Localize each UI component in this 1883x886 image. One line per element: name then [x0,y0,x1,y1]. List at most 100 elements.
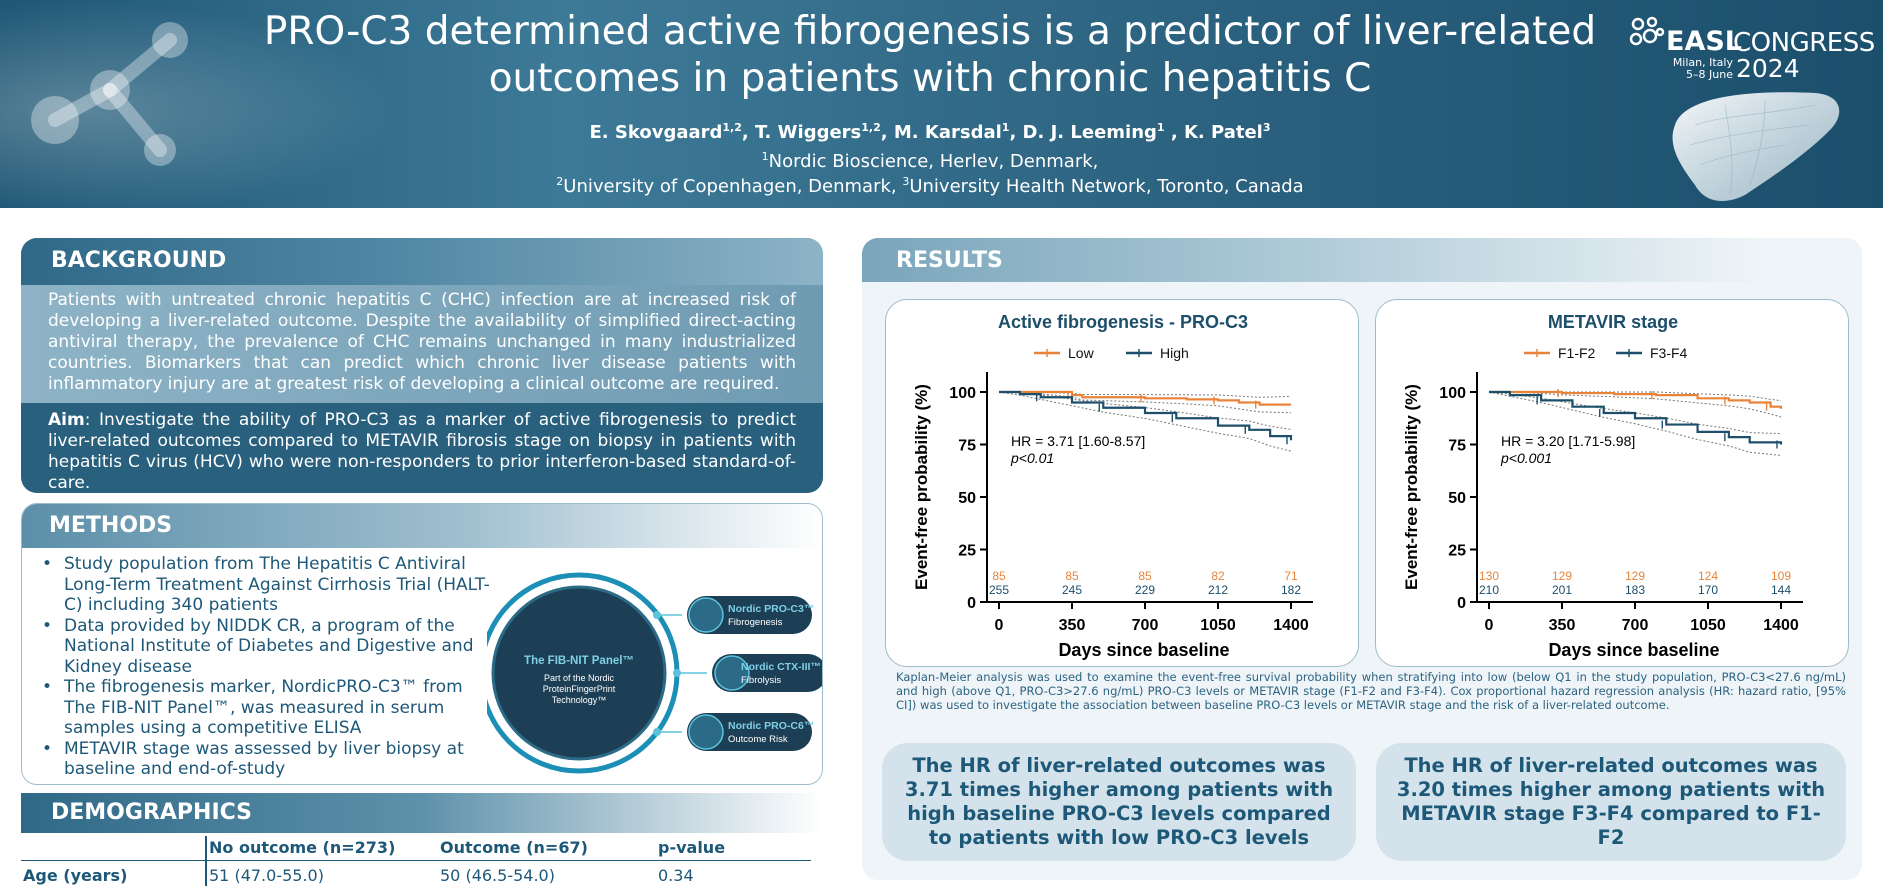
ci-band-upper [1488,391,1782,435]
y-tick-label: 50 [958,490,976,507]
legend-label: Low [1068,345,1095,361]
panel-subtitle-line: ProteinFingerPrint [543,684,616,694]
y-tick-label: 25 [958,543,976,560]
x-tick-label: 700 [1622,617,1649,634]
marker-name: Nordic CTX-III™ [741,661,821,673]
ci-band-lower [1488,391,1782,418]
km-curve [1489,390,1783,409]
ci-band-lower [998,391,1292,414]
marker-desc: Outcome Risk [728,734,788,745]
panel-subtitle-line: Part of the Nordic [544,673,615,683]
km-curve [1489,390,1783,445]
x-axis-label: Days since baseline [1548,640,1719,660]
x-tick-label: 350 [1059,617,1086,634]
at-risk-count: 212 [1208,583,1228,597]
aim-body: : Investigate the ability of PRO-C3 as a… [48,410,796,493]
km-chart-metavir: METAVIR stage F1-F2 F3-F4 0 25 50 75 100 0 350 700… [1375,299,1849,667]
methods-bullet: The fibrogenesis marker, NordicPRO-C3™ f… [38,677,498,739]
legend-label: High [1160,345,1189,361]
at-risk-count: 124 [1698,569,1718,583]
aim-band [21,403,823,493]
easl-year: 2024 [1736,54,1800,83]
author-separator: , [1164,122,1184,143]
y-tick-label: 25 [1448,543,1466,560]
author-separator: , [880,122,894,143]
outcome-risk-icon [688,714,724,750]
x-tick-label: 0 [1485,617,1494,634]
demographics-title-band: DEMOGRAPHICS [21,793,823,833]
p-value-annotation: p<0.001 [1500,450,1552,466]
author-name: M. Karsdal [893,122,1002,143]
author-affiliation-sup: 1 [1156,121,1165,134]
at-risk-count: 201 [1552,583,1572,597]
legend-label: F1-F2 [1558,345,1596,361]
ci-band-lower [1488,391,1782,456]
hr-statement-pro-c3: The HR of liver-related outcomes was 3.7… [882,743,1356,861]
easl-dots-icon [1629,16,1665,46]
at-risk-count: 245 [1062,583,1082,597]
methods-bullet: METAVIR stage was assessed by liver biop… [38,739,498,780]
author-separator: , [1009,122,1023,143]
at-risk-count: 85 [1138,569,1152,583]
y-tick-label: 100 [1439,385,1466,402]
km-curve [999,390,1293,441]
affiliation-1: 1Nordic Bioscience, Herlev, Denmark, [230,150,1630,172]
y-tick-label: 0 [1457,595,1466,612]
x-tick-label: 1400 [1763,617,1799,634]
results-heading: RESULTS [896,248,1003,273]
x-tick-label: 1050 [1200,617,1236,634]
liver-illustration-icon [1672,92,1840,201]
header-banner: PRO-C3 determined active fibrogenesis is… [0,0,1883,208]
affiliation-3-text: University Health Network, Toronto, Cana… [909,176,1304,197]
at-risk-count: 229 [1135,583,1155,597]
fib-nit-panel-diagram: The FIB-NIT Panel™ Part of the Nordic Pr… [487,572,822,774]
background-text: Patients with untreated chronic hepatiti… [48,290,796,394]
at-risk-count: 129 [1552,569,1572,583]
easl-dates: 5–8 June [1686,68,1733,81]
y-tick-label: 0 [967,595,976,612]
marker-desc: Fibrogenesis [728,617,783,628]
affiliation-1-sup: 1 [761,150,769,163]
affiliation-2-sup: 2 [556,175,564,188]
easl-congress-word: CONGRESS [1733,28,1875,58]
easl-location: Milan, Italy 5–8 June [1668,57,1733,81]
header-glow [0,0,400,208]
easl-brand: EASL [1666,26,1742,57]
at-risk-count: 255 [989,583,1009,597]
panel-inner-disc [493,587,665,759]
panel-title: The FIB-NIT Panel™ [524,655,634,667]
at-risk-count: 85 [992,569,1006,583]
x-tick-label: 0 [995,617,1004,634]
at-risk-count: 85 [1065,569,1079,583]
table-header-cell: Outcome (n=67) [440,838,588,857]
molecule-logo-icon [31,22,188,166]
results-title-band [862,238,1862,282]
hr-annotation: HR = 3.20 [1.71-5.98] [1501,433,1635,449]
demographics-heading: DEMOGRAPHICS [51,800,253,825]
table-cell: 51 (47.0-55.0) [209,866,324,885]
km-chart-pro-c3: Active fibrogenesis - PRO-C3 Low High 0 25 50… [885,299,1359,667]
author-name: T. Wiggers [755,122,862,143]
p-value-annotation: p<0.01 [1010,450,1054,466]
author-name: K. Patel [1183,122,1263,143]
background-title-band [21,238,823,285]
aim-label: Aim [48,410,85,430]
easl-city: Milan, Italy [1672,56,1733,69]
y-tick-label: 75 [958,438,976,455]
x-tick-label: 700 [1132,617,1159,634]
aim-text: Aim: Investigate the ability of PRO-C3 a… [48,410,796,493]
table-row: Age (years) 51 (47.0-55.0) 50 (46.5-54.0… [21,864,811,886]
poster-title: PRO-C3 determined active fibrogenesis is… [230,8,1630,102]
table-header-cell: p-value [658,838,726,857]
marker-desc: Fibrolysis [741,675,781,686]
hr-statement-metavir: The HR of liver-related outcomes was 3.2… [1376,743,1846,861]
methods-title-band [22,504,822,548]
table-header-cell: No outcome (n=273) [209,838,396,857]
at-risk-count: 210 [1479,583,1499,597]
marker-name: Nordic PRO-C6™ [728,720,814,732]
title-line-1: PRO-C3 determined active fibrogenesis is… [263,9,1597,54]
legend-label: F3-F4 [1650,345,1688,361]
methods-list: Study population from The Hepatitis C An… [38,554,498,780]
fibrogenesis-icon [688,597,724,633]
